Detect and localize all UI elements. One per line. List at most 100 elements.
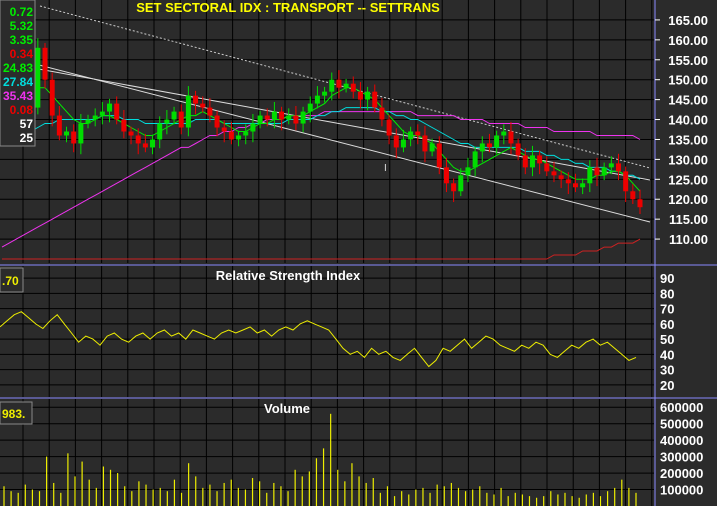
candle-body <box>372 91 378 108</box>
price-tick-label: 120.00 <box>668 192 708 207</box>
rsi-title: Relative Strength Index <box>216 268 361 283</box>
candle-body <box>64 131 70 136</box>
trendline-upper <box>39 5 651 169</box>
candle-body <box>436 143 442 168</box>
volume-tick-label: 200000 <box>660 466 703 481</box>
legend-box <box>0 0 36 147</box>
legend-value: 57 <box>20 117 34 131</box>
candle-body <box>422 135 428 152</box>
candle-body <box>615 163 621 172</box>
ma-longest-line <box>2 238 641 260</box>
price-title: SET SECTORAL IDX : TRANSPORT -- SETTRANS <box>136 0 440 15</box>
candle-body <box>336 79 342 88</box>
candle-body <box>236 135 242 140</box>
legend-value: 27.84 <box>3 75 33 89</box>
candle-body <box>623 171 629 192</box>
candle-body <box>587 167 593 184</box>
rsi-readout: .70 <box>2 274 19 288</box>
candle-body <box>92 115 98 120</box>
price-tick-label: 110.00 <box>669 232 708 247</box>
candles <box>0 38 643 214</box>
candle-body <box>307 103 313 112</box>
rsi-tick-label: 70 <box>660 302 674 317</box>
volume-bars <box>3 413 637 506</box>
candle-body <box>228 131 234 140</box>
candle-body <box>451 183 457 192</box>
candle-body <box>537 155 543 164</box>
rsi-tick-label: 20 <box>660 378 674 393</box>
candle-body <box>515 143 521 156</box>
rsi-line <box>0 311 637 368</box>
price-tick-label: 145.00 <box>668 93 708 108</box>
candle-body <box>544 163 550 172</box>
volume-tick-label: 300000 <box>660 450 703 465</box>
candle-body <box>322 91 328 96</box>
legend-value: 24.83 <box>3 61 33 75</box>
volume-tick-label: 600000 <box>660 400 703 415</box>
candle-body <box>35 47 41 108</box>
volume-readout: 983. <box>2 407 25 421</box>
candle-body <box>107 103 113 112</box>
candle-body <box>286 115 292 120</box>
candle-body <box>85 119 91 124</box>
rsi-tick-label: 60 <box>660 317 674 332</box>
candle-body <box>565 179 571 184</box>
candle-body <box>193 95 199 104</box>
price-tick-label: 160.00 <box>668 33 708 48</box>
candle-body <box>551 171 557 176</box>
price-tick-label: 140.00 <box>668 113 708 128</box>
candle-body <box>558 175 564 180</box>
candle-body <box>522 155 528 168</box>
legend-value: 3.35 <box>10 33 34 47</box>
candle-body <box>279 111 285 120</box>
legend-value: 25 <box>20 131 34 145</box>
candle-body <box>443 167 449 184</box>
candle-body <box>393 135 399 148</box>
rsi-tick-label: 80 <box>660 286 674 301</box>
price-tick-label: 125.00 <box>668 172 708 187</box>
candle-body <box>486 143 492 148</box>
rsi-readout-box <box>0 267 24 293</box>
candle-body <box>114 103 120 120</box>
legend-value: 35.43 <box>3 89 33 103</box>
price-axis: 165.00 160.00 155.00 150.00 145.00 140.00 135.… <box>655 13 708 247</box>
candle-body <box>572 183 578 188</box>
legend-value: 0.08 <box>10 103 34 117</box>
rsi-grid <box>0 266 654 397</box>
volume-title: Volume <box>264 401 310 416</box>
candle-body <box>78 123 84 144</box>
volume-tick-label: 400000 <box>660 433 703 448</box>
candle-body <box>250 123 256 132</box>
price-tick-label: 155.00 <box>668 53 708 68</box>
legend-value: 0.34 <box>10 47 34 61</box>
price-annotation: I <box>384 163 387 174</box>
candle-body <box>71 131 77 144</box>
candle-body <box>529 155 535 168</box>
volume-grid <box>0 399 654 506</box>
candle-body <box>142 143 148 148</box>
candle-body <box>501 131 507 136</box>
candle-body <box>365 91 371 100</box>
candle-body <box>42 47 48 80</box>
candle-body <box>178 111 184 128</box>
candle-body <box>357 91 363 100</box>
candle-body <box>171 111 177 120</box>
rsi-tick-label: 50 <box>660 332 674 347</box>
candle-body <box>580 183 586 188</box>
candle-body <box>350 83 356 92</box>
candle-body <box>494 135 500 148</box>
candle-body <box>608 163 614 168</box>
volume-readout-box <box>0 401 33 425</box>
candle-body <box>386 119 392 136</box>
candle-body <box>472 151 478 168</box>
candle-body <box>185 95 191 128</box>
candle-body <box>99 111 105 116</box>
price-tick-label: 135.00 <box>668 132 708 147</box>
candle-body <box>49 79 55 116</box>
rsi-tick-label: 90 <box>660 271 674 286</box>
candle-body <box>379 107 385 120</box>
candle-body <box>135 135 141 144</box>
